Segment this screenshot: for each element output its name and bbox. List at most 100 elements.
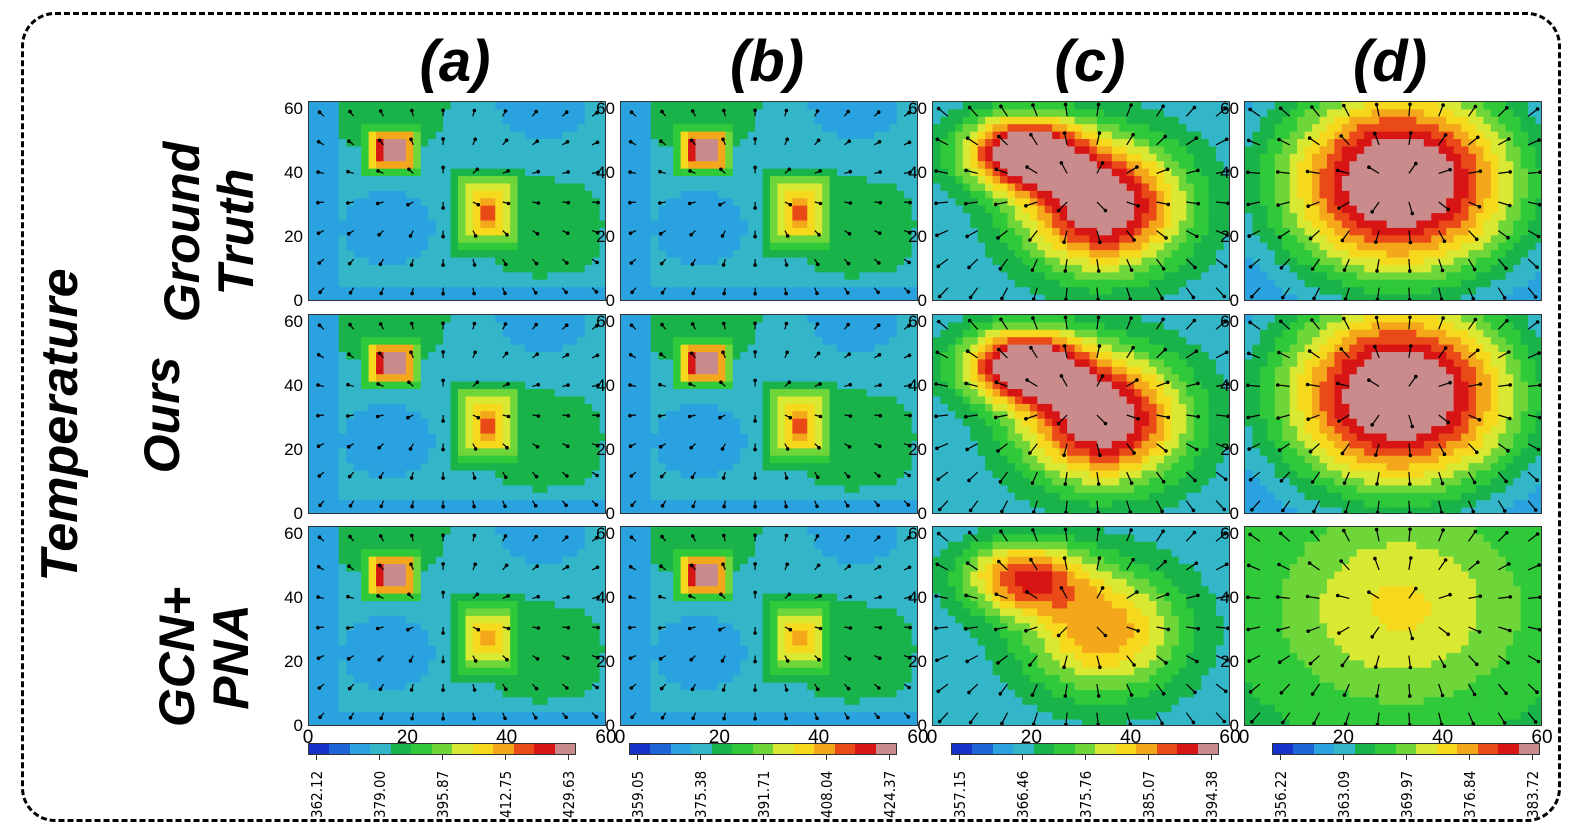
heat-cell	[458, 272, 467, 281]
heat-cell	[792, 153, 801, 162]
heat-cell	[398, 279, 407, 288]
heat-cell	[1416, 220, 1425, 229]
heat-cell	[1007, 190, 1016, 199]
heat-cell	[866, 294, 875, 300]
vector-arrow-head	[689, 138, 694, 143]
heat-cell	[1401, 235, 1410, 244]
heat-cell	[1178, 205, 1187, 214]
heat-cell	[338, 242, 347, 251]
heat-cell	[762, 205, 771, 214]
heat-cell	[896, 287, 905, 296]
heat-cell	[592, 272, 601, 281]
vector-arrow-head	[377, 138, 382, 143]
vector-arrow-head	[935, 137, 940, 142]
heat-cell	[562, 131, 571, 140]
heat-cell	[465, 116, 474, 125]
heat-cell	[1119, 102, 1128, 111]
heat-cell	[1134, 220, 1143, 229]
vector-arrow	[1280, 258, 1291, 269]
heat-cell	[799, 102, 808, 111]
heat-cell	[569, 279, 578, 288]
heat-cell	[977, 257, 986, 266]
heat-cell	[1319, 190, 1328, 199]
heat-cell	[1513, 272, 1522, 281]
heat-cell	[458, 161, 467, 170]
heat-cell	[405, 146, 414, 155]
heat-cell	[710, 168, 719, 177]
heat-cell	[525, 131, 534, 140]
heat-cell	[814, 146, 823, 155]
heat-cell	[1453, 264, 1462, 273]
heat-cell	[525, 235, 534, 244]
heat-cell	[635, 153, 644, 162]
vector-arrow-head	[788, 202, 793, 207]
heat-cell	[353, 139, 362, 148]
heat-cell	[1535, 161, 1541, 170]
heat-cell	[1149, 279, 1158, 288]
vector-arrow-head	[967, 105, 972, 110]
heat-cell	[1379, 161, 1388, 170]
heat-cell	[1446, 242, 1455, 251]
heat-cell	[480, 146, 489, 155]
heat-cell	[1259, 227, 1268, 236]
heat-cell	[1349, 176, 1358, 185]
vector-arrow	[1527, 201, 1540, 206]
heat-cell	[1022, 235, 1031, 244]
heat-cell	[554, 235, 563, 244]
vector-arrow	[1126, 166, 1138, 174]
heat-cell	[405, 235, 414, 244]
heat-cell	[829, 183, 838, 192]
vector-arrow-head	[659, 261, 664, 266]
heat-cell	[762, 109, 771, 118]
heat-cell	[635, 183, 644, 192]
vector-arrow-head	[536, 201, 541, 205]
heat-cell	[955, 242, 964, 251]
heat-cell	[458, 220, 467, 229]
heat-cell	[1259, 279, 1268, 288]
heat-cell	[799, 168, 808, 177]
heat-cell	[740, 198, 749, 207]
heat-cell	[1052, 287, 1061, 296]
heat-cell	[398, 168, 407, 177]
vector-arrow-head	[936, 264, 941, 269]
heat-cell	[1431, 264, 1440, 273]
heat-cell	[569, 264, 578, 273]
heat-cell	[1364, 264, 1373, 273]
heat-cell	[1156, 183, 1165, 192]
heat-cell	[1022, 139, 1031, 148]
heat-cell	[1126, 294, 1135, 300]
heat-cell	[428, 220, 437, 229]
heat-cell	[525, 205, 534, 214]
heat-cell	[1371, 272, 1380, 281]
heat-cell	[859, 139, 868, 148]
heat-cell	[985, 139, 994, 148]
heat-cell	[1119, 264, 1128, 273]
heat-cell	[777, 190, 786, 199]
vector-arrow-head	[998, 267, 1003, 271]
heat-cell	[1416, 235, 1425, 244]
heat-cell	[814, 213, 823, 222]
heat-cell	[1371, 124, 1380, 133]
heat-cell	[747, 190, 756, 199]
heat-cell	[1371, 250, 1380, 259]
heat-cell	[1475, 190, 1484, 199]
heat-cell	[1141, 250, 1150, 259]
heat-cell	[732, 102, 741, 111]
heat-cell	[398, 220, 407, 229]
heat-cell	[316, 279, 325, 288]
heat-cell	[1201, 272, 1210, 281]
heat-cell	[1528, 131, 1537, 140]
heat-cell	[1319, 161, 1328, 170]
heat-cell	[1000, 146, 1009, 155]
heat-cell	[1022, 264, 1031, 273]
heat-cell	[680, 242, 689, 251]
heat-cell	[725, 116, 734, 125]
heat-cell	[762, 161, 771, 170]
heat-cell	[1282, 213, 1291, 222]
heat-cell	[702, 124, 711, 133]
heat-cell	[1156, 227, 1165, 236]
heat-cell	[1186, 176, 1195, 185]
heat-cell	[517, 102, 526, 111]
heat-cell	[1341, 139, 1350, 148]
heat-cell	[665, 102, 674, 111]
